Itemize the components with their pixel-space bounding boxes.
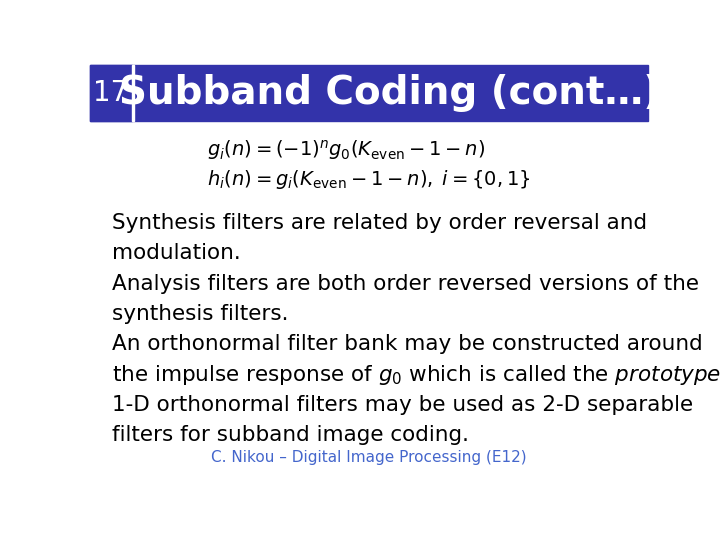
Text: Subband Coding (cont…): Subband Coding (cont…) — [119, 74, 661, 112]
Bar — [90, 65, 648, 121]
Bar — [90, 65, 132, 121]
Text: modulation.: modulation. — [112, 243, 241, 263]
Bar — [132, 65, 134, 121]
Text: Analysis filters are both order reversed versions of the: Analysis filters are both order reversed… — [112, 274, 699, 294]
Text: 17: 17 — [94, 79, 129, 107]
Text: C. Nikou – Digital Image Processing (E12): C. Nikou – Digital Image Processing (E12… — [211, 450, 527, 465]
Text: synthesis filters.: synthesis filters. — [112, 304, 289, 324]
Text: Synthesis filters are related by order reversal and: Synthesis filters are related by order r… — [112, 213, 647, 233]
Text: the impulse response of $g_0$ which is called the $\mathit{prototype}$.: the impulse response of $g_0$ which is c… — [112, 362, 720, 387]
Text: $h_i(n) = g_i(K_{\mathrm{even}} - 1 - n), \; i = \{0,1\}$: $h_i(n) = g_i(K_{\mathrm{even}} - 1 - n)… — [207, 167, 531, 191]
Text: filters for subband image coding.: filters for subband image coding. — [112, 426, 469, 446]
Text: 1-D orthonormal filters may be used as 2-D separable: 1-D orthonormal filters may be used as 2… — [112, 395, 693, 415]
Text: $g_i(n) = (-1)^n g_0(K_{\mathrm{even}} - 1 - n)$: $g_i(n) = (-1)^n g_0(K_{\mathrm{even}} -… — [207, 138, 485, 162]
Text: An orthonormal filter bank may be constructed around: An orthonormal filter bank may be constr… — [112, 334, 703, 354]
